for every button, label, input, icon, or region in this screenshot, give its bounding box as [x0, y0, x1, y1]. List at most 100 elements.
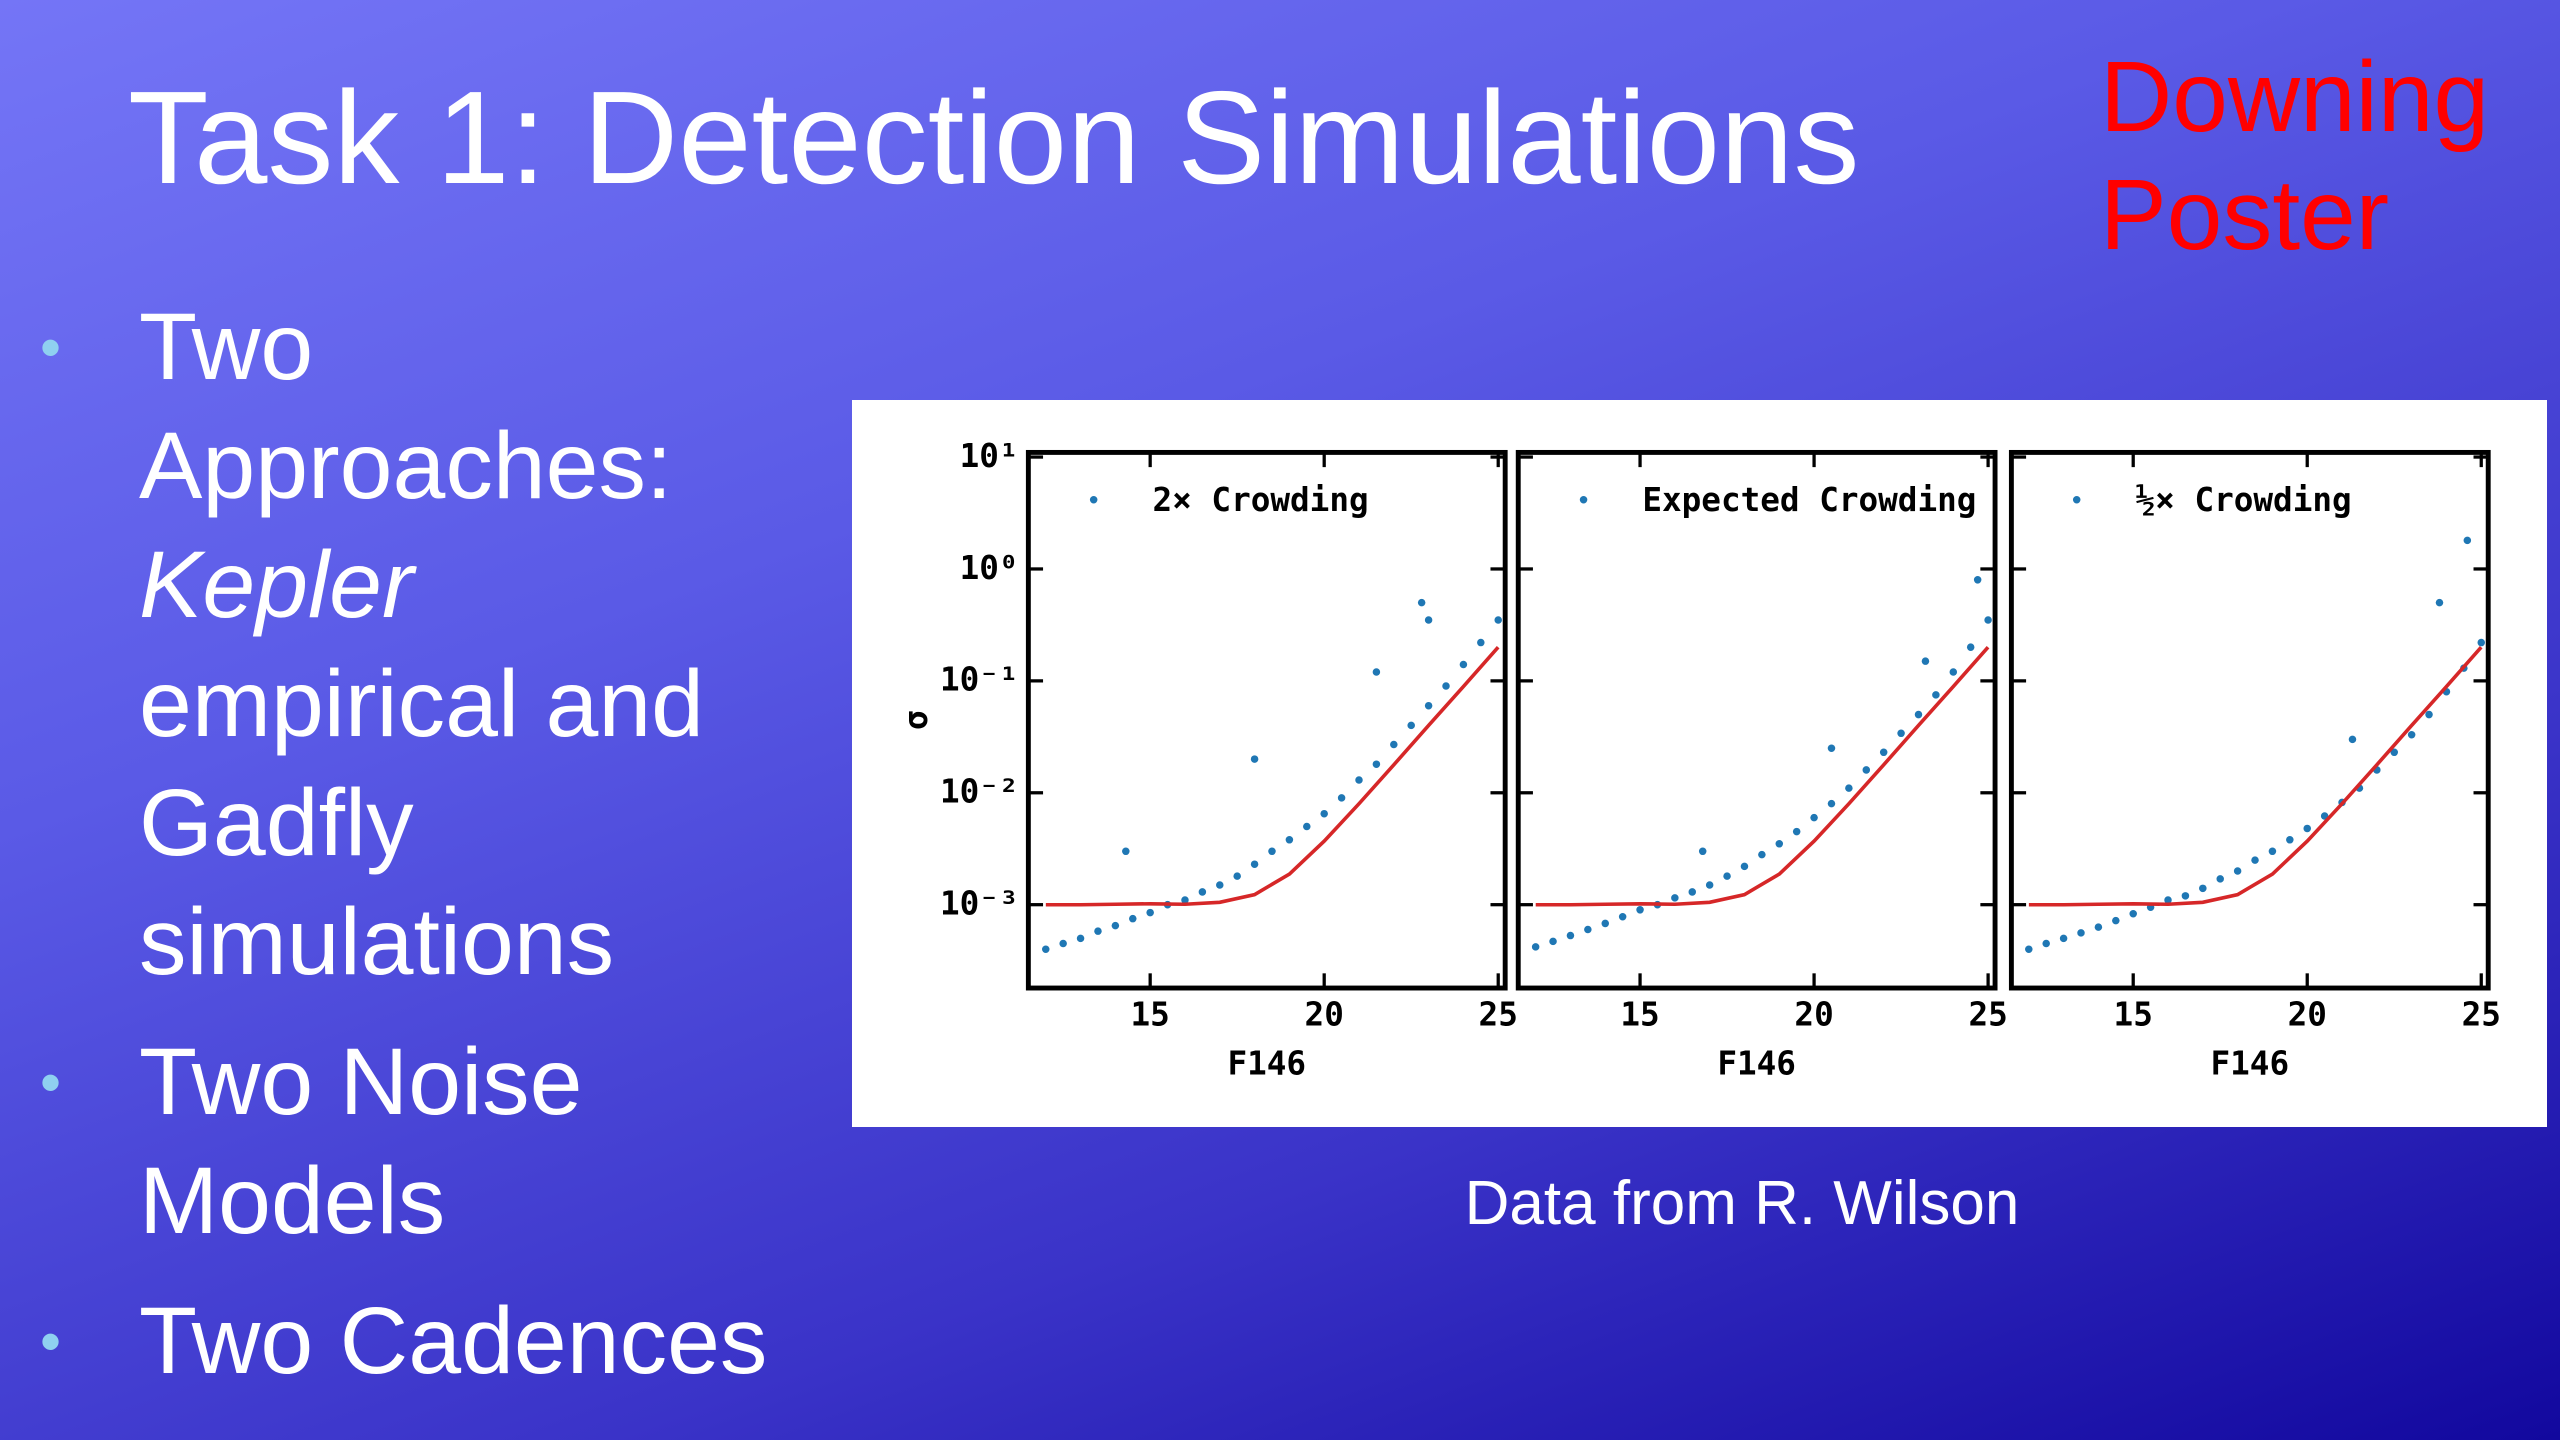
- data-point: [1758, 850, 1766, 859]
- bullet-text: empirical and Gadfly simulations: [139, 651, 704, 995]
- data-point: [2164, 896, 2172, 904]
- data-point: [1921, 657, 1930, 665]
- data-point: [1216, 881, 1224, 889]
- data-point: [2348, 735, 2357, 744]
- data-point: [1250, 755, 1259, 763]
- data-point: [1688, 888, 1697, 896]
- y-tick-label: 10¹: [960, 437, 1019, 475]
- data-point: [2042, 939, 2050, 948]
- y-tick-label: 10⁻³: [940, 884, 1019, 922]
- data-point: [1042, 945, 1050, 953]
- data-point: [1337, 794, 1346, 802]
- bullet-text: Two Noise Models: [139, 1029, 583, 1254]
- data-point: [1268, 847, 1276, 856]
- x-tick-label: 20: [2288, 996, 2327, 1034]
- plot-frame: [1025, 449, 1508, 991]
- data-point: [2251, 856, 2259, 864]
- x-axis-label: F146: [2210, 1045, 2289, 1083]
- y-tick-label: 10⁻¹: [940, 661, 1019, 699]
- data-point: [2477, 638, 2486, 647]
- data-point: [2129, 909, 2137, 918]
- data-point: [1372, 760, 1381, 768]
- data-point: [2094, 923, 2103, 931]
- legend-label: 2× Crowding: [1152, 481, 1368, 519]
- data-point: [1076, 934, 1085, 943]
- data-point: [1111, 921, 1120, 930]
- data-point: [1973, 576, 1982, 584]
- data-point: [1618, 913, 1627, 921]
- chart-image: 10¹ 10⁰ 10⁻¹ 10⁻² 10⁻³ 15 20 25 F146 σ 2× Crowding…: [852, 400, 2547, 1127]
- legend-marker: [1579, 496, 1588, 504]
- data-point: [1775, 840, 1784, 848]
- data-point: [1372, 668, 1381, 676]
- red-note: Downing Poster: [2100, 41, 2490, 271]
- x-tick-label: 25: [1479, 996, 1518, 1034]
- x-tick-label: 20: [1305, 996, 1344, 1034]
- data-point: [2390, 748, 2398, 757]
- caption: Data from R. Wilson: [1464, 1169, 2020, 1238]
- data-point: [1459, 660, 1468, 669]
- x-axis-label: F146: [1227, 1045, 1306, 1083]
- data-point: [2181, 892, 2190, 900]
- data-point: [1862, 766, 1871, 774]
- data-point: [1198, 888, 1207, 896]
- data-point: [1636, 906, 1644, 914]
- data-point: [2268, 847, 2277, 856]
- data-point: [1146, 908, 1154, 917]
- data-point: [1827, 799, 1836, 808]
- data-point: [2112, 916, 2120, 925]
- bullet: • Two Approaches: Kepler empirical and Ga…: [40, 294, 704, 995]
- legend-marker: [1089, 496, 1098, 504]
- data-point: [2286, 836, 2294, 844]
- data-point: [1407, 721, 1415, 730]
- model-curve: [2028, 646, 2483, 907]
- data-point: [2425, 710, 2433, 719]
- model-curve: [1535, 646, 1990, 907]
- data-point: [1094, 927, 1102, 935]
- legend-label: Expected Crowding: [1642, 481, 1976, 519]
- data-point: [1129, 914, 1137, 923]
- data-point: [1285, 836, 1294, 844]
- data-point: [2435, 598, 2444, 607]
- x-tick-label: 15: [1131, 996, 1170, 1034]
- data-point: [1932, 691, 1940, 699]
- data-point: [2077, 929, 2085, 937]
- bullet-text: Two Approaches:: [139, 294, 673, 519]
- data-point: [2199, 884, 2207, 893]
- slide-title: Task 1: Detection Simulations: [128, 64, 1860, 211]
- chart: 10¹ 10⁰ 10⁻¹ 10⁻² 10⁻³ 15 20 25 F146 σ 2× Crowding…: [897, 437, 2501, 1083]
- data-point: [1879, 748, 1888, 757]
- data-point: [1233, 872, 1241, 880]
- plot-frame: [1515, 449, 1998, 991]
- data-point: [1845, 784, 1853, 792]
- bullet-list: • Two Approaches: Kepler empirical and Ga…: [40, 288, 800, 1422]
- data-point: [1531, 943, 1540, 951]
- plot-frame: [2008, 449, 2491, 991]
- data-point: [1549, 937, 1557, 946]
- data-point: [1723, 872, 1731, 880]
- data-point: [1494, 616, 1502, 624]
- data-point: [1442, 682, 1450, 690]
- data-point: [1792, 827, 1801, 836]
- data-point: [1122, 847, 1130, 856]
- data-point: [1705, 881, 1714, 889]
- y-tick-label: 10⁻²: [940, 773, 1019, 811]
- data-point: [1390, 740, 1398, 749]
- data-point: [1671, 894, 1679, 902]
- data-point: [2233, 867, 2242, 875]
- data-point: [1584, 925, 1592, 934]
- data-point: [1827, 744, 1836, 753]
- data-point: [1477, 638, 1485, 647]
- data-point: [1250, 860, 1259, 868]
- data-point: [2407, 730, 2416, 739]
- data-point: [2216, 875, 2224, 883]
- x-tick-label: 15: [2114, 996, 2153, 1034]
- model-curve: [1045, 646, 1500, 907]
- data-point: [1698, 847, 1707, 856]
- data-point: [1355, 776, 1363, 784]
- data-point: [1914, 710, 1923, 719]
- x-axis-label: F146: [1717, 1045, 1796, 1083]
- data-point: [1949, 668, 1958, 676]
- data-point: [1566, 931, 1575, 940]
